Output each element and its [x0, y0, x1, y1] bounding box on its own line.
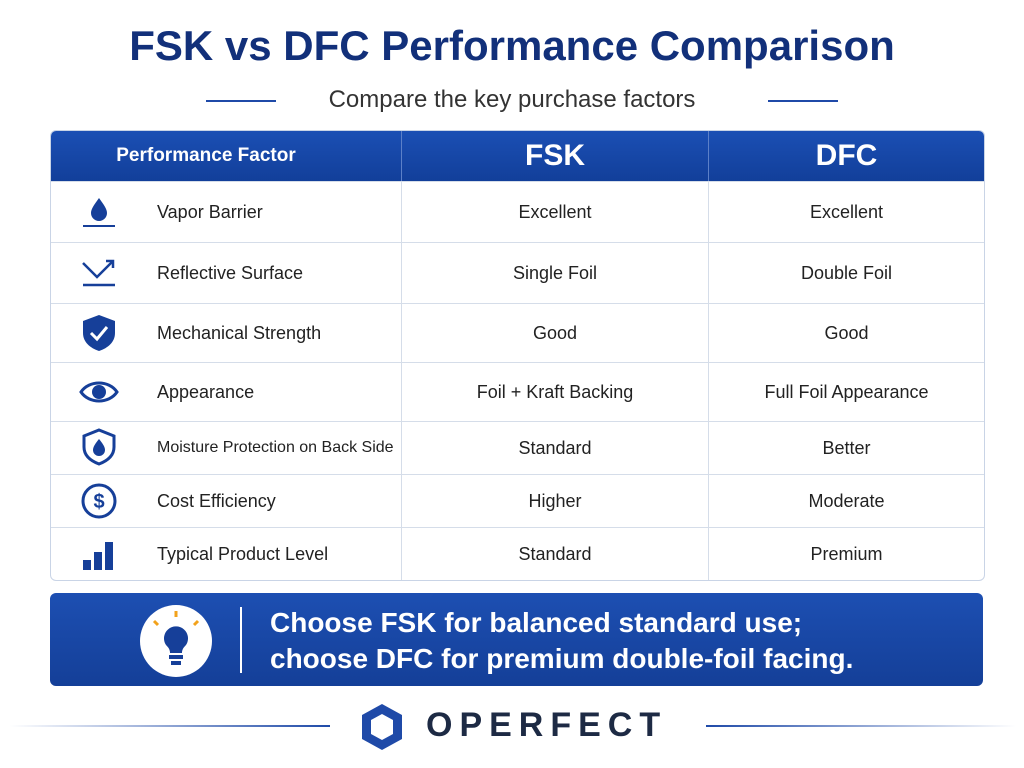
table-row: Appearance Foil + Kraft Backing Full Foil … [51, 362, 984, 421]
subtitle-rule [206, 100, 276, 102]
bulb-icon [140, 605, 212, 677]
subtitle-rule [768, 100, 838, 102]
value-cell: Full Foil Appearance [708, 363, 984, 421]
comparison-table: Performance Factor FSK DFC Vapor Barrier… [50, 130, 985, 581]
factor-cell: Moisture Protection on Back Side [51, 422, 401, 474]
factor-icon: $ [71, 481, 127, 521]
value-cell: Better [708, 422, 984, 474]
factor-icon [71, 534, 127, 574]
title: FSK vs DFC Performance Comparison [129, 22, 895, 69]
table-row: Reflective Surface Single Foil Double Foil [51, 242, 984, 303]
icon [83, 542, 113, 570]
value-cell: Premium [708, 528, 984, 580]
icon [83, 198, 115, 227]
subtitle: Compare the key purchase factors [328, 86, 696, 113]
factor-cell: Mechanical Strength [51, 304, 401, 362]
icon [79, 381, 119, 403]
icon [83, 315, 115, 351]
factor-label: Vapor Barrier [157, 201, 263, 222]
table-row: Typical Product Level Standard Premium [51, 527, 984, 580]
factor-cell: Reflective Surface [51, 243, 401, 303]
table-row: Moisture Protection on Back Side Standard… [51, 421, 984, 474]
footer-rule [10, 725, 330, 727]
table-row: $ Cost Efficiency Higher Moderate [51, 474, 984, 527]
table-row: Mechanical Strength Good Good [51, 303, 984, 362]
factor-label: Cost Efficiency [157, 490, 276, 511]
factor-label: Reflective Surface [157, 262, 304, 283]
value-cell: Standard [401, 422, 708, 474]
factor-icon [71, 313, 127, 353]
factor-cell: Appearance [51, 363, 401, 421]
brand-name: OPERFECT [426, 706, 668, 744]
factor-label: Moisture Protection on Back Side [157, 439, 394, 456]
value-cell: Foil + Kraft Backing [401, 363, 708, 421]
value-cell: Good [708, 304, 984, 362]
callout-line: Choose FSK for balanced standard use; [270, 607, 803, 638]
column-header: DFC [708, 131, 984, 181]
footer-rule [706, 725, 1016, 727]
factor-icon [71, 428, 127, 468]
value-cell: Excellent [401, 182, 708, 242]
table-header: Performance Factor FSK DFC [51, 131, 984, 181]
factor-icon [71, 372, 127, 412]
factor-cell: Vapor Barrier [51, 182, 401, 242]
icon [82, 428, 116, 466]
value-cell: Double Foil [708, 243, 984, 303]
factor-label: Appearance [157, 381, 255, 402]
value-cell: Higher [401, 475, 708, 527]
divider [240, 607, 242, 673]
value-cell: Excellent [708, 182, 984, 242]
factor-cell: $ Cost Efficiency [51, 475, 401, 527]
svg-text:$: $ [93, 491, 104, 513]
factor-label: Mechanical Strength [157, 322, 322, 343]
callout: Choose FSK for balanced standard use; ch… [50, 593, 983, 686]
brand-logo [362, 704, 402, 750]
table-body: Vapor Barrier Excellent Excellent Reflectiv… [51, 181, 984, 580]
value-cell: Standard [401, 528, 708, 580]
table-row: Vapor Barrier Excellent Excellent [51, 181, 984, 242]
value-cell: Good [401, 304, 708, 362]
value-cell: Moderate [708, 475, 984, 527]
icon: $ [81, 483, 117, 519]
value-cell: Single Foil [401, 243, 708, 303]
factor-label: Typical Product Level [157, 543, 329, 564]
factor-icon [71, 253, 127, 293]
column-header: FSK [401, 131, 708, 181]
callout-line: choose DFC for premium double-foil facin… [270, 643, 854, 674]
factor-cell: Typical Product Level [51, 528, 401, 580]
icon [82, 259, 115, 287]
column-header: Performance Factor [116, 145, 296, 166]
factor-icon [71, 192, 127, 232]
